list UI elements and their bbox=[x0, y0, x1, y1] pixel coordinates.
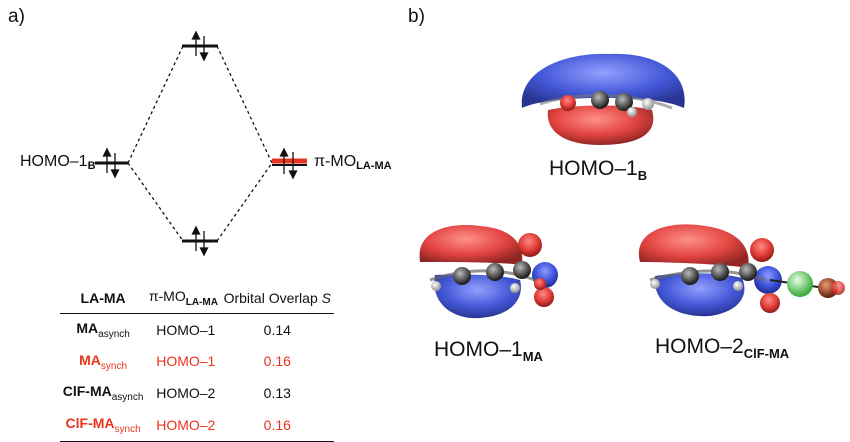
caption-homo-1b: HOMO–1B bbox=[549, 157, 648, 183]
table-header-row: LA-MA π-MOLA-MA Orbital Overlap S bbox=[60, 282, 334, 314]
level-label-homo-1b-main: HOMO–1 bbox=[20, 153, 88, 170]
header-pi-mo: π-MOLA-MA bbox=[146, 282, 221, 314]
header-orbital-overlap: Orbital Overlap S bbox=[220, 282, 334, 314]
table-row: MAasynch HOMO–1 0.14 bbox=[60, 313, 334, 345]
cell-la-ma: MAasynch bbox=[76, 319, 130, 340]
cell-la-ma: ClF-MAasynch bbox=[62, 383, 144, 404]
orbital-homo-1b bbox=[521, 53, 685, 145]
caption-homo-1ma: HOMO–1MA bbox=[434, 338, 543, 364]
cell-overlap: 0.14 bbox=[263, 321, 291, 338]
panel-b-label: b) bbox=[408, 6, 425, 27]
orbital-homo-2clf-ma bbox=[638, 224, 845, 317]
panel-a-label: a) bbox=[8, 6, 25, 27]
level-bottom bbox=[182, 225, 218, 257]
cell-la-ma: ClF-MAsynch bbox=[60, 409, 147, 442]
dashed-connectors bbox=[127, 45, 273, 242]
level-label-homo-1b-sub: B bbox=[87, 160, 96, 172]
cell-pi-mo: HOMO–1 bbox=[156, 353, 216, 370]
level-homo-1b bbox=[95, 147, 128, 179]
level-label-pi-mo-sub: LA-MA bbox=[356, 160, 392, 172]
level-label-pi-mo-main: π-MO bbox=[314, 153, 357, 170]
cell-overlap: 0.13 bbox=[263, 385, 291, 402]
level-label-homo-1b: HOMO–1B bbox=[20, 153, 96, 172]
header-la-ma: LA-MA bbox=[60, 282, 147, 314]
table-row: MAsynch HOMO–1 0.16 bbox=[60, 346, 334, 378]
table-row: ClF-MAasynch HOMO–2 0.13 bbox=[60, 377, 334, 409]
cell-pi-mo: HOMO–2 bbox=[156, 385, 216, 402]
level-top bbox=[182, 30, 218, 62]
cell-la-ma: MAsynch bbox=[79, 351, 128, 372]
cell-overlap: 0.16 bbox=[263, 353, 291, 370]
table-row: ClF-MAsynch HOMO–2 0.16 bbox=[60, 409, 334, 442]
orbital-overlap-table: LA-MA π-MOLA-MA Orbital Overlap S MAasyn… bbox=[60, 282, 334, 442]
cell-overlap: 0.16 bbox=[220, 409, 334, 442]
cell-pi-mo: HOMO–1 bbox=[156, 321, 216, 338]
level-label-pi-mo: π-MOLA-MA bbox=[314, 153, 392, 172]
caption-homo-2clf-ma: HOMO–2ClF-MA bbox=[655, 335, 790, 361]
orbital-homo-1ma bbox=[419, 225, 558, 319]
cell-pi-mo: HOMO–2 bbox=[146, 409, 221, 442]
level-pi-mo bbox=[272, 147, 307, 180]
